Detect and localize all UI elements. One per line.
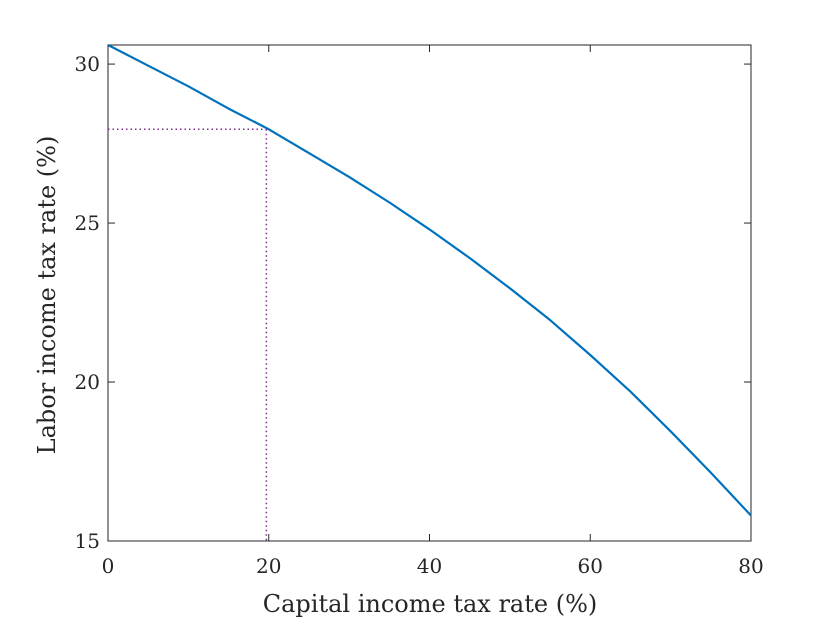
ticks: 0 20 40 60 80 15 20 25 30: [75, 45, 764, 578]
x-axis-label: Capital income tax rate (%): [263, 590, 598, 618]
y-tick-label: 20: [75, 370, 100, 394]
y-axis-label: Labor income tax rate (%): [33, 136, 61, 455]
x-tick-label: 0: [102, 554, 115, 578]
x-tick-label: 80: [738, 554, 763, 578]
x-tick-label: 40: [417, 554, 442, 578]
y-tick-label: 30: [75, 52, 100, 76]
axes-box: [107, 44, 752, 542]
x-tick-label: 20: [256, 554, 281, 578]
y-tick-label: 15: [75, 529, 100, 553]
plot-area: [107, 44, 752, 542]
x-tick-label: 60: [578, 554, 603, 578]
series-line-0: [107, 44, 752, 517]
y-tick-label: 25: [75, 211, 100, 235]
